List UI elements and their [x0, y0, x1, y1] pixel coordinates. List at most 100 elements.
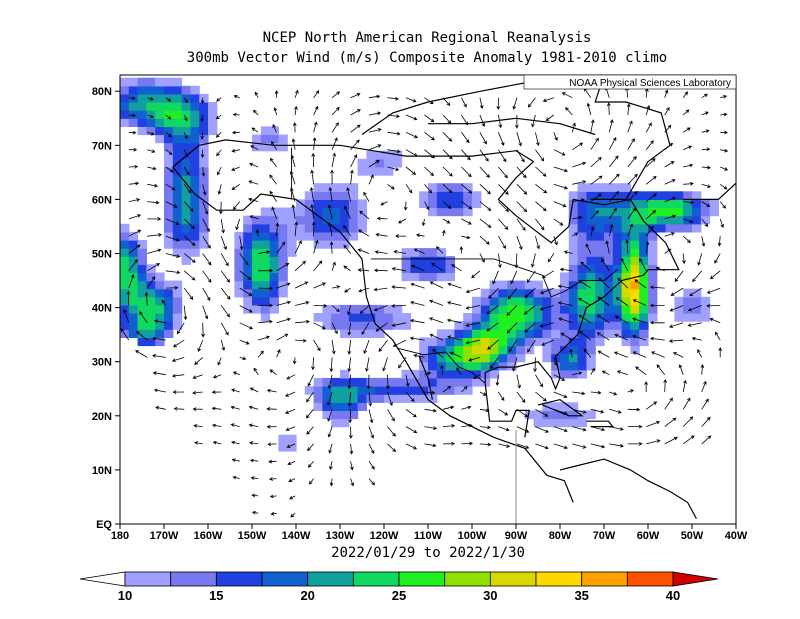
- wind-vector: [535, 443, 549, 450]
- field-cell: [463, 377, 473, 387]
- wind-vector: [288, 478, 296, 483]
- wind-vector: [571, 122, 576, 133]
- field-cell: [577, 231, 587, 241]
- wind-vector: [442, 385, 452, 393]
- field-cell: [472, 296, 482, 306]
- field-cell: [120, 85, 130, 95]
- wind-vector: [331, 137, 338, 150]
- field-cell: [128, 118, 139, 127]
- wind-vector: [516, 201, 528, 213]
- wind-vector: [645, 401, 658, 410]
- wind-vector: [231, 183, 240, 190]
- wind-vector: [368, 174, 374, 185]
- wind-vector: [635, 366, 647, 376]
- wind-vector: [268, 477, 277, 481]
- wind-vector: [405, 426, 418, 434]
- wind-vector: [251, 510, 259, 515]
- wind-vector: [217, 184, 222, 195]
- wind-vector: [358, 287, 370, 293]
- wind-vector: [535, 408, 549, 417]
- wind-vector: [152, 336, 166, 341]
- field-cell: [137, 93, 147, 103]
- field-cell: [146, 329, 156, 338]
- wind-vector: [327, 426, 333, 438]
- field-cell: [252, 288, 262, 298]
- wind-vector: [557, 284, 573, 289]
- wind-vector: [461, 386, 468, 393]
- wind-vector: [461, 97, 467, 108]
- wind-vector: [649, 285, 665, 290]
- wind-vector: [516, 166, 527, 179]
- wind-vector: [165, 253, 181, 258]
- field-cell: [428, 248, 438, 257]
- field-cell: [639, 191, 649, 200]
- field-cell: [234, 256, 244, 265]
- field-cell: [533, 321, 543, 330]
- wind-vector: [153, 388, 166, 393]
- wind-vector: [350, 93, 361, 99]
- field-cell: [586, 304, 596, 314]
- field-cell: [172, 304, 183, 314]
- field-cell: [128, 256, 139, 265]
- field-cell: [428, 264, 438, 273]
- wind-vector: [492, 270, 499, 285]
- field-cell: [357, 215, 367, 225]
- wind-vector: [719, 183, 728, 190]
- wind-vector: [473, 374, 481, 380]
- field-cell: [287, 248, 297, 257]
- wind-vector: [307, 374, 314, 387]
- wind-vector: [719, 201, 727, 209]
- wind-vector: [645, 193, 657, 202]
- colorbar-box: [626, 571, 674, 587]
- wind-vector: [535, 236, 540, 250]
- wind-vector: [553, 426, 568, 433]
- field-cell: [322, 402, 332, 411]
- wind-vector: [147, 166, 157, 171]
- field-cell: [146, 118, 156, 127]
- wind-vector: [413, 248, 425, 254]
- wind-vector: [553, 374, 566, 381]
- colorbar-label: 25: [392, 588, 406, 603]
- field-cell: [366, 304, 376, 314]
- field-cell: [199, 175, 209, 184]
- field-cell: [595, 264, 605, 273]
- wind-vector: [267, 442, 277, 447]
- field-cell: [155, 110, 165, 119]
- wind-vector: [498, 426, 510, 432]
- wind-vector: [664, 417, 677, 427]
- field-cell: [278, 142, 288, 152]
- field-cell: [577, 264, 587, 273]
- field-cell: [480, 288, 491, 298]
- field-cell: [331, 386, 341, 395]
- field-cell: [375, 377, 385, 387]
- wind-vector: [373, 268, 388, 273]
- wind-vector: [632, 351, 647, 358]
- field-cell: [692, 288, 702, 298]
- field-cell: [269, 240, 279, 249]
- field-cell: [630, 248, 640, 257]
- wind-vector: [165, 97, 172, 102]
- field-cell: [577, 191, 587, 200]
- field-cell: [560, 296, 570, 306]
- wind-vector: [682, 416, 694, 427]
- wind-vector: [147, 183, 159, 188]
- field-cell: [524, 321, 535, 330]
- wind-vector: [526, 270, 536, 283]
- wind-vector: [269, 190, 277, 202]
- wind-vector: [250, 476, 259, 480]
- field-cell: [436, 264, 447, 273]
- wind-vector: [625, 239, 629, 254]
- field-cell: [190, 207, 200, 217]
- field-cell: [375, 158, 385, 168]
- wind-vector: [468, 357, 481, 362]
- field-cell: [260, 215, 271, 225]
- field-cell: [489, 337, 499, 347]
- field-cell: [419, 345, 429, 355]
- wind-vector: [578, 280, 592, 289]
- field-cell: [137, 304, 147, 314]
- field-cell: [322, 240, 332, 249]
- wind-vector: [387, 149, 401, 154]
- wind-vector: [405, 149, 418, 157]
- wind-vector: [176, 322, 185, 335]
- field-cell: [375, 304, 385, 314]
